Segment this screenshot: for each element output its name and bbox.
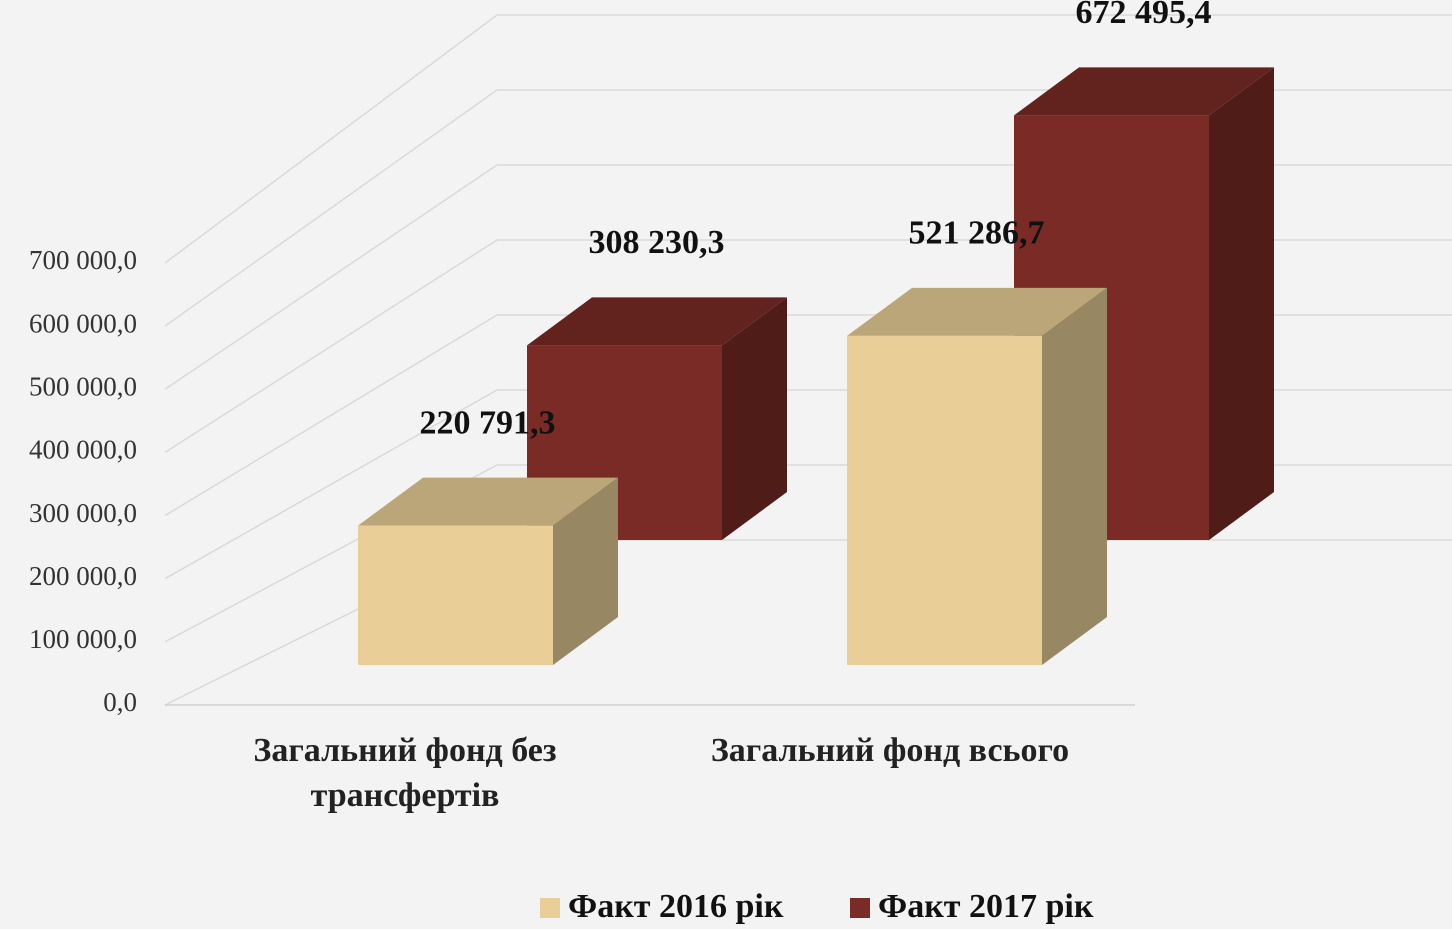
bar-side bbox=[1042, 287, 1107, 665]
legend-swatch bbox=[540, 898, 560, 918]
value-label: 672 495,4 bbox=[1076, 0, 1212, 31]
bar bbox=[358, 525, 553, 665]
legend-swatch bbox=[850, 898, 870, 918]
y-tick-label: 600 000,0 bbox=[29, 308, 137, 338]
x-tick-label: Загальний фонд без трансфертів bbox=[253, 732, 557, 814]
y-tick-label: 100 000,0 bbox=[29, 624, 137, 654]
y-tick-label: 300 000,0 bbox=[29, 498, 137, 528]
bar-top bbox=[1014, 67, 1274, 116]
bar-side bbox=[553, 477, 618, 665]
grid-line bbox=[164, 164, 498, 390]
bar-side bbox=[722, 297, 787, 540]
y-tick-label: 700 000,0 bbox=[29, 245, 137, 275]
legend-label: Факт 2017 рік bbox=[878, 888, 1094, 925]
value-label: 521 286,7 bbox=[909, 215, 1045, 252]
grid-line bbox=[164, 14, 498, 264]
bar-top bbox=[358, 477, 618, 526]
bar bbox=[847, 335, 1042, 665]
bar-top bbox=[527, 297, 787, 346]
grid-line bbox=[164, 239, 498, 454]
y-tick-label: 500 000,0 bbox=[29, 371, 137, 401]
value-label: 220 791,3 bbox=[420, 404, 556, 441]
bar-side bbox=[1209, 67, 1274, 540]
y-tick-label: 200 000,0 bbox=[29, 561, 137, 591]
bar-top bbox=[847, 287, 1107, 336]
grid-line bbox=[164, 389, 498, 580]
grid-line bbox=[164, 89, 498, 327]
y-tick-label: 0,0 bbox=[103, 687, 137, 717]
x-tick-label: Загальний фонд всього bbox=[710, 732, 1070, 769]
value-label: 308 230,3 bbox=[589, 224, 725, 261]
y-tick-label: 400 000,0 bbox=[29, 435, 137, 465]
grid-line bbox=[164, 314, 498, 517]
legend-label: Факт 2016 рік bbox=[568, 888, 784, 925]
